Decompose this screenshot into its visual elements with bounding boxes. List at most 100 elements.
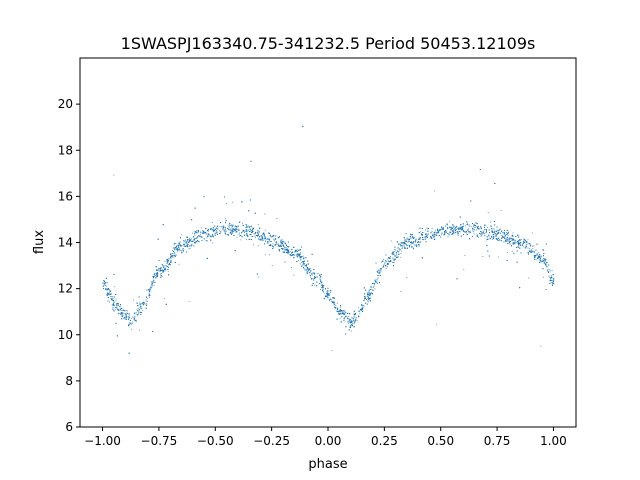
- data-point: [238, 233, 240, 235]
- data-point: [128, 316, 130, 317]
- data-point: [393, 253, 395, 255]
- data-point: [205, 233, 207, 235]
- data-point: [257, 276, 259, 278]
- data-point: [186, 241, 188, 242]
- data-point: [348, 316, 350, 317]
- data-point: [252, 231, 254, 233]
- data-point: [181, 234, 183, 236]
- data-point: [161, 276, 163, 278]
- data-point: [356, 320, 358, 322]
- data-point: [232, 229, 234, 231]
- data-point: [249, 199, 251, 201]
- data-point: [368, 301, 369, 303]
- data-point: [477, 228, 479, 230]
- data-point: [237, 228, 239, 230]
- data-point: [514, 242, 516, 244]
- data-point: [341, 316, 343, 318]
- data-point: [492, 238, 493, 240]
- data-point: [350, 325, 352, 326]
- data-point: [297, 260, 299, 261]
- data-point: [167, 259, 168, 261]
- data-point: [106, 289, 108, 291]
- data-point: [551, 270, 553, 272]
- data-point: [262, 237, 264, 239]
- data-point: [484, 229, 485, 231]
- data-point: [257, 245, 259, 247]
- data-point: [465, 225, 466, 227]
- data-point: [530, 251, 532, 253]
- data-point: [219, 230, 220, 232]
- data-point: [112, 307, 114, 309]
- data-point: [367, 300, 368, 302]
- data-point: [434, 190, 436, 192]
- data-point: [232, 230, 233, 232]
- data-point: [223, 226, 225, 228]
- data-point: [305, 257, 307, 258]
- data-point: [264, 235, 265, 237]
- data-point: [519, 244, 520, 246]
- data-point: [130, 324, 132, 325]
- data-point: [287, 246, 289, 247]
- data-point: [326, 291, 328, 293]
- data-point: [450, 228, 451, 230]
- data-point: [282, 251, 284, 253]
- data-point: [392, 261, 393, 263]
- data-point: [425, 229, 426, 231]
- data-point: [476, 223, 478, 225]
- data-point: [392, 257, 393, 259]
- data-point: [499, 239, 501, 241]
- data-point: [105, 288, 107, 290]
- data-point: [155, 275, 157, 277]
- data-point: [215, 230, 217, 232]
- data-point: [532, 250, 534, 252]
- data-point: [246, 233, 248, 235]
- data-point: [166, 263, 168, 265]
- data-point: [200, 236, 202, 238]
- data-point: [345, 333, 347, 335]
- data-point: [189, 239, 190, 241]
- data-point: [394, 255, 396, 257]
- data-point: [200, 227, 202, 229]
- data-point: [208, 234, 210, 236]
- data-point: [310, 270, 312, 272]
- data-point: [538, 256, 539, 258]
- data-point: [490, 221, 492, 223]
- data-point: [400, 256, 402, 258]
- data-point: [113, 174, 115, 176]
- data-point: [143, 302, 145, 304]
- data-point: [170, 256, 171, 258]
- data-point: [345, 312, 347, 313]
- data-point: [473, 231, 475, 233]
- data-point: [470, 231, 472, 233]
- data-point: [543, 257, 544, 259]
- data-point: [484, 233, 485, 235]
- data-point: [449, 231, 451, 233]
- data-point: [484, 224, 486, 226]
- data-point: [538, 255, 540, 257]
- data-point: [175, 243, 177, 244]
- data-point: [169, 263, 170, 265]
- data-point: [228, 226, 230, 228]
- data-point: [233, 224, 235, 226]
- data-point: [506, 240, 508, 242]
- data-point: [192, 232, 194, 234]
- data-point: [359, 313, 361, 315]
- data-point: [426, 227, 428, 229]
- data-point: [277, 245, 279, 247]
- data-point: [292, 255, 294, 257]
- data-point: [332, 302, 333, 303]
- data-point: [106, 293, 108, 295]
- data-point: [110, 296, 112, 298]
- data-point: [156, 273, 157, 275]
- data-point: [164, 261, 166, 263]
- data-point: [521, 239, 522, 241]
- data-point: [475, 225, 477, 227]
- data-point: [348, 318, 350, 320]
- data-point: [361, 307, 363, 309]
- data-point: [523, 242, 525, 243]
- data-point: [378, 270, 380, 272]
- data-point: [160, 267, 162, 269]
- data-point: [130, 317, 132, 319]
- data-point: [246, 224, 248, 226]
- data-point: [164, 270, 166, 272]
